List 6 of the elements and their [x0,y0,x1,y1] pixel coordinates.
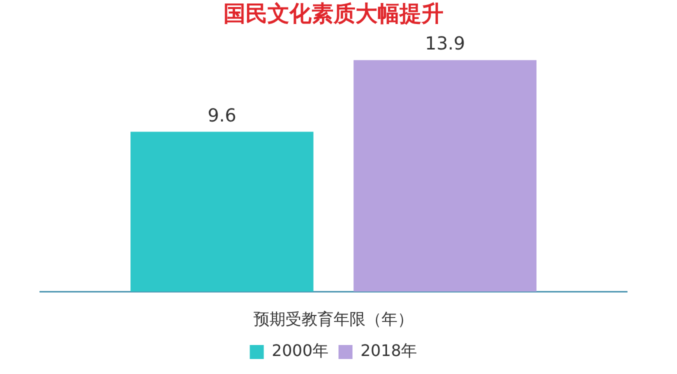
legend-label: 2018年 [360,341,418,360]
chart-title: 国民文化素质大幅提升 [224,0,444,27]
legend-label: 2000年 [272,341,328,360]
data-label: 9.6 [208,105,236,126]
data-label: 13.9 [424,34,466,55]
x-axis-title: 预期受教育年限（年） [254,310,414,329]
